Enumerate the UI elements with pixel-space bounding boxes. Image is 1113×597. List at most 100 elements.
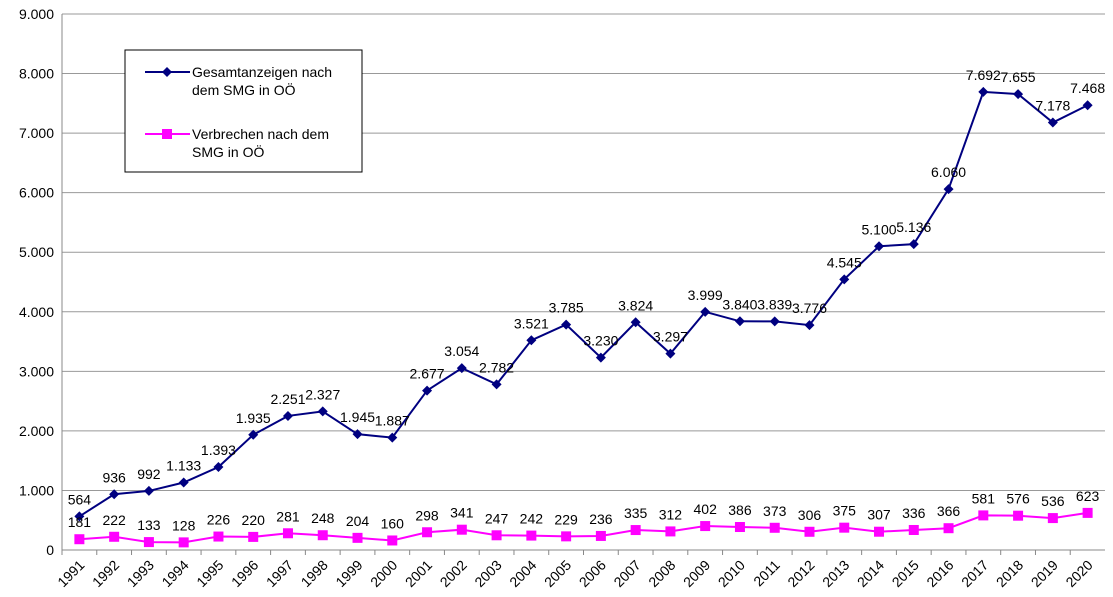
marker	[422, 385, 433, 396]
data-label: 992	[137, 466, 161, 482]
marker	[1082, 100, 1093, 111]
data-label: 298	[415, 507, 439, 523]
x-tick-label: 2004	[506, 557, 539, 590]
data-label: 4.545	[827, 254, 862, 270]
y-tick-label: 8.000	[19, 66, 54, 82]
data-label: 236	[589, 511, 613, 527]
x-tick-label: 2001	[402, 557, 435, 590]
marker	[804, 320, 815, 331]
data-label: 3.999	[688, 287, 723, 303]
data-label: 307	[867, 507, 891, 523]
marker	[943, 523, 954, 534]
marker	[978, 86, 989, 97]
data-label: 581	[972, 490, 996, 506]
data-label: 247	[485, 510, 509, 526]
y-tick-label: 9.000	[19, 6, 54, 22]
data-label: 2.677	[410, 366, 445, 382]
marker	[456, 363, 467, 374]
marker	[317, 530, 328, 541]
marker	[109, 531, 120, 542]
marker	[665, 526, 676, 537]
data-label: 204	[346, 513, 370, 529]
y-tick-label: 2.000	[19, 423, 54, 439]
marker	[1047, 513, 1058, 524]
data-label: 3.521	[514, 315, 549, 331]
data-label: 3.824	[618, 297, 653, 313]
marker	[143, 485, 154, 496]
data-label: 1.887	[375, 413, 410, 429]
marker	[74, 534, 85, 545]
legend-label: Verbrechen nach dem SMG in OÖ	[192, 126, 329, 160]
y-tick-label: 6.000	[19, 185, 54, 201]
series-line	[78, 90, 1089, 518]
x-tick-label: 2013	[819, 557, 852, 590]
marker	[874, 241, 885, 252]
data-label: 386	[728, 502, 752, 518]
data-label: 373	[763, 503, 787, 519]
x-tick-label: 2010	[715, 557, 748, 590]
marker	[526, 530, 537, 541]
data-label: 7.692	[966, 67, 1001, 83]
marker	[561, 531, 572, 542]
x-tick-label: 2011	[750, 557, 783, 590]
data-label: 222	[102, 512, 126, 528]
data-label: 936	[102, 469, 126, 485]
x-tick-label: 2006	[576, 557, 609, 590]
x-tick-label: 2016	[923, 557, 956, 590]
legend-label-line: Gesamtanzeigen nach	[192, 64, 332, 80]
x-tick-label: 1998	[298, 557, 331, 590]
x-tick-label: 1993	[124, 557, 157, 590]
marker	[317, 406, 328, 417]
marker	[595, 530, 606, 541]
data-label: 3.297	[653, 329, 688, 345]
data-label: 2.782	[479, 359, 514, 375]
data-label: 7.178	[1035, 98, 1070, 114]
data-label: 3.785	[549, 300, 584, 316]
data-label: 312	[659, 506, 683, 522]
marker	[734, 316, 745, 327]
data-label: 229	[554, 511, 578, 527]
data-label: 306	[798, 507, 822, 523]
marker	[769, 316, 780, 327]
x-tick-label: 1991	[54, 557, 87, 590]
x-tick-label: 1996	[228, 557, 261, 590]
x-tick-label: 2005	[541, 557, 574, 590]
marker	[734, 522, 745, 533]
marker	[943, 184, 954, 195]
data-label: 1.393	[201, 442, 236, 458]
marker	[630, 317, 641, 328]
marker	[178, 477, 189, 488]
marker	[1013, 89, 1024, 100]
data-label: 3.839	[757, 296, 792, 312]
marker	[595, 352, 606, 363]
data-label: 402	[694, 501, 718, 517]
data-label: 5.136	[896, 219, 931, 235]
x-tick-label: 2019	[1028, 557, 1061, 590]
marker	[178, 537, 189, 548]
legend-label: Gesamtanzeigen nach dem SMG in OÖ	[192, 64, 332, 98]
marker	[1047, 117, 1058, 128]
data-label: 3.840	[722, 296, 757, 312]
x-tick-label: 2003	[471, 557, 504, 590]
data-label: 7.468	[1070, 80, 1105, 96]
marker	[769, 522, 780, 533]
x-tick-label: 1992	[89, 557, 122, 590]
y-tick-label: 4.000	[19, 304, 54, 320]
y-tick-label: 7.000	[19, 125, 54, 141]
data-label: 576	[1006, 491, 1030, 507]
marker	[700, 521, 711, 532]
data-label: 341	[450, 505, 474, 521]
data-label: 248	[311, 510, 335, 526]
legend-label-line: Verbrechen nach dem	[192, 126, 329, 142]
marker	[456, 524, 467, 535]
marker	[387, 535, 398, 546]
x-tick-label: 1995	[193, 557, 226, 590]
marker	[352, 429, 363, 440]
marker	[282, 528, 293, 539]
marker	[248, 531, 259, 542]
data-label: 7.655	[1001, 69, 1036, 85]
marker	[908, 524, 919, 535]
data-label: 2.327	[305, 386, 340, 402]
legend-label-line: SMG in OÖ	[192, 143, 264, 160]
